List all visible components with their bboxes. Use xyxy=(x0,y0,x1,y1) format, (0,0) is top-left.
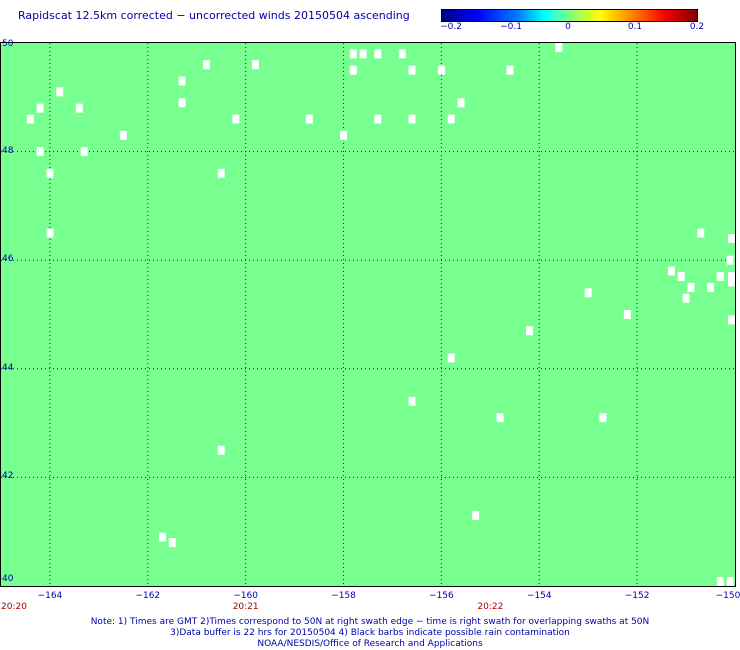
missing-data-cell xyxy=(340,130,348,140)
latitude-tick-label: 40 xyxy=(2,574,14,584)
note-line-2: 3)Data buffer is 22 hrs for 20150504 4) … xyxy=(170,628,570,638)
colorbar-tick-label: 0.1 xyxy=(627,22,643,32)
longitude-tick-label: −158 xyxy=(331,591,356,601)
missing-data-cell xyxy=(217,445,225,455)
pass-time-label: 20:20 xyxy=(1,602,27,612)
missing-data-cell xyxy=(728,271,735,281)
latitude-tick-label: 48 xyxy=(2,145,14,156)
missing-data-cell xyxy=(374,114,382,124)
missing-data-cell xyxy=(26,114,34,124)
missing-data-cell xyxy=(697,228,705,238)
missing-data-cell xyxy=(687,282,695,292)
missing-data-cell xyxy=(623,310,631,319)
latitude-tick-label: 46 xyxy=(2,254,14,265)
map-title: Rapidscat 12.5km corrected − uncorrected… xyxy=(18,9,410,22)
colorbar xyxy=(441,9,698,22)
missing-data-cell xyxy=(349,65,357,75)
pass-time-label: 20:22 xyxy=(477,602,504,612)
missing-data-cell xyxy=(525,326,533,336)
missing-data-cell xyxy=(506,65,514,75)
missing-data-cell xyxy=(707,282,715,292)
missing-data-cell xyxy=(374,49,382,59)
colorbar-tick-label: 0.2 xyxy=(689,22,705,32)
missing-data-cell xyxy=(36,147,44,157)
longitude-tick-label: −162 xyxy=(135,591,161,601)
missing-data-cell xyxy=(359,49,367,59)
missing-data-cell xyxy=(217,168,225,178)
longitude-tick-label: −164 xyxy=(37,591,63,601)
missing-data-cell xyxy=(203,60,211,70)
missing-data-cell xyxy=(46,228,54,238)
missing-data-cell xyxy=(158,532,166,542)
missing-data-cell xyxy=(677,271,685,281)
missing-data-cell xyxy=(667,266,675,276)
missing-data-cell xyxy=(349,49,357,59)
missing-data-cell xyxy=(408,396,416,406)
missing-data-cell xyxy=(682,293,690,303)
missing-data-cell xyxy=(178,98,186,108)
missing-data-cell xyxy=(80,147,88,157)
missing-data-cell xyxy=(119,130,127,140)
missing-data-cell xyxy=(447,353,455,363)
missing-data-cell xyxy=(716,271,724,281)
missing-data-cell xyxy=(251,60,259,70)
missing-data-cell xyxy=(728,315,735,325)
missing-data-cell xyxy=(555,43,563,52)
latitude-tick-label: 50 xyxy=(2,39,14,49)
longitude-tick-label: −156 xyxy=(429,591,454,601)
longitude-tick-label: −154 xyxy=(526,591,552,601)
latitude-tick-label: 42 xyxy=(2,471,14,482)
colorbar-tick-label: 0 xyxy=(565,22,571,32)
missing-data-cell xyxy=(46,168,54,178)
missing-data-cell xyxy=(36,103,44,113)
missing-data-cell xyxy=(408,114,416,124)
missing-data-cell xyxy=(232,114,240,124)
latitude-tick-label: 44 xyxy=(2,362,14,373)
missing-data-cell xyxy=(178,76,186,86)
missing-data-cell xyxy=(447,114,455,124)
note-line-3: NOAA/NESDIS/Office of Research and Appli… xyxy=(257,639,483,649)
missing-data-cell xyxy=(56,87,64,97)
longitude-tick-label: −160 xyxy=(233,591,259,601)
longitude-tick-label: −152 xyxy=(624,591,650,601)
missing-data-cell xyxy=(599,413,607,423)
missing-data-cell xyxy=(726,255,734,265)
missing-data-cell xyxy=(496,413,504,423)
missing-data-cell xyxy=(728,233,735,243)
wind-difference-map xyxy=(0,42,736,587)
missing-data-cell xyxy=(584,288,592,298)
missing-data-cell xyxy=(472,510,480,520)
colorbar-tick-label: −0.2 xyxy=(440,22,462,32)
note-line-1: Note: 1) Times are GMT 2)Times correspon… xyxy=(90,617,650,627)
longitude-tick-label: −150 xyxy=(715,591,740,601)
missing-data-cell xyxy=(408,65,416,75)
missing-data-cell xyxy=(168,538,176,548)
missing-data-cell xyxy=(305,114,313,124)
missing-data-cell xyxy=(75,103,83,113)
missing-data-cell xyxy=(716,577,724,586)
missing-data-cell xyxy=(437,65,445,75)
pass-time-label: 20:21 xyxy=(232,602,259,612)
missing-data-cell xyxy=(726,577,734,586)
missing-data-cell xyxy=(398,49,406,59)
missing-data-cell xyxy=(728,277,735,287)
colorbar-tick-label: −0.1 xyxy=(500,22,522,32)
missing-data-cell xyxy=(457,98,465,108)
